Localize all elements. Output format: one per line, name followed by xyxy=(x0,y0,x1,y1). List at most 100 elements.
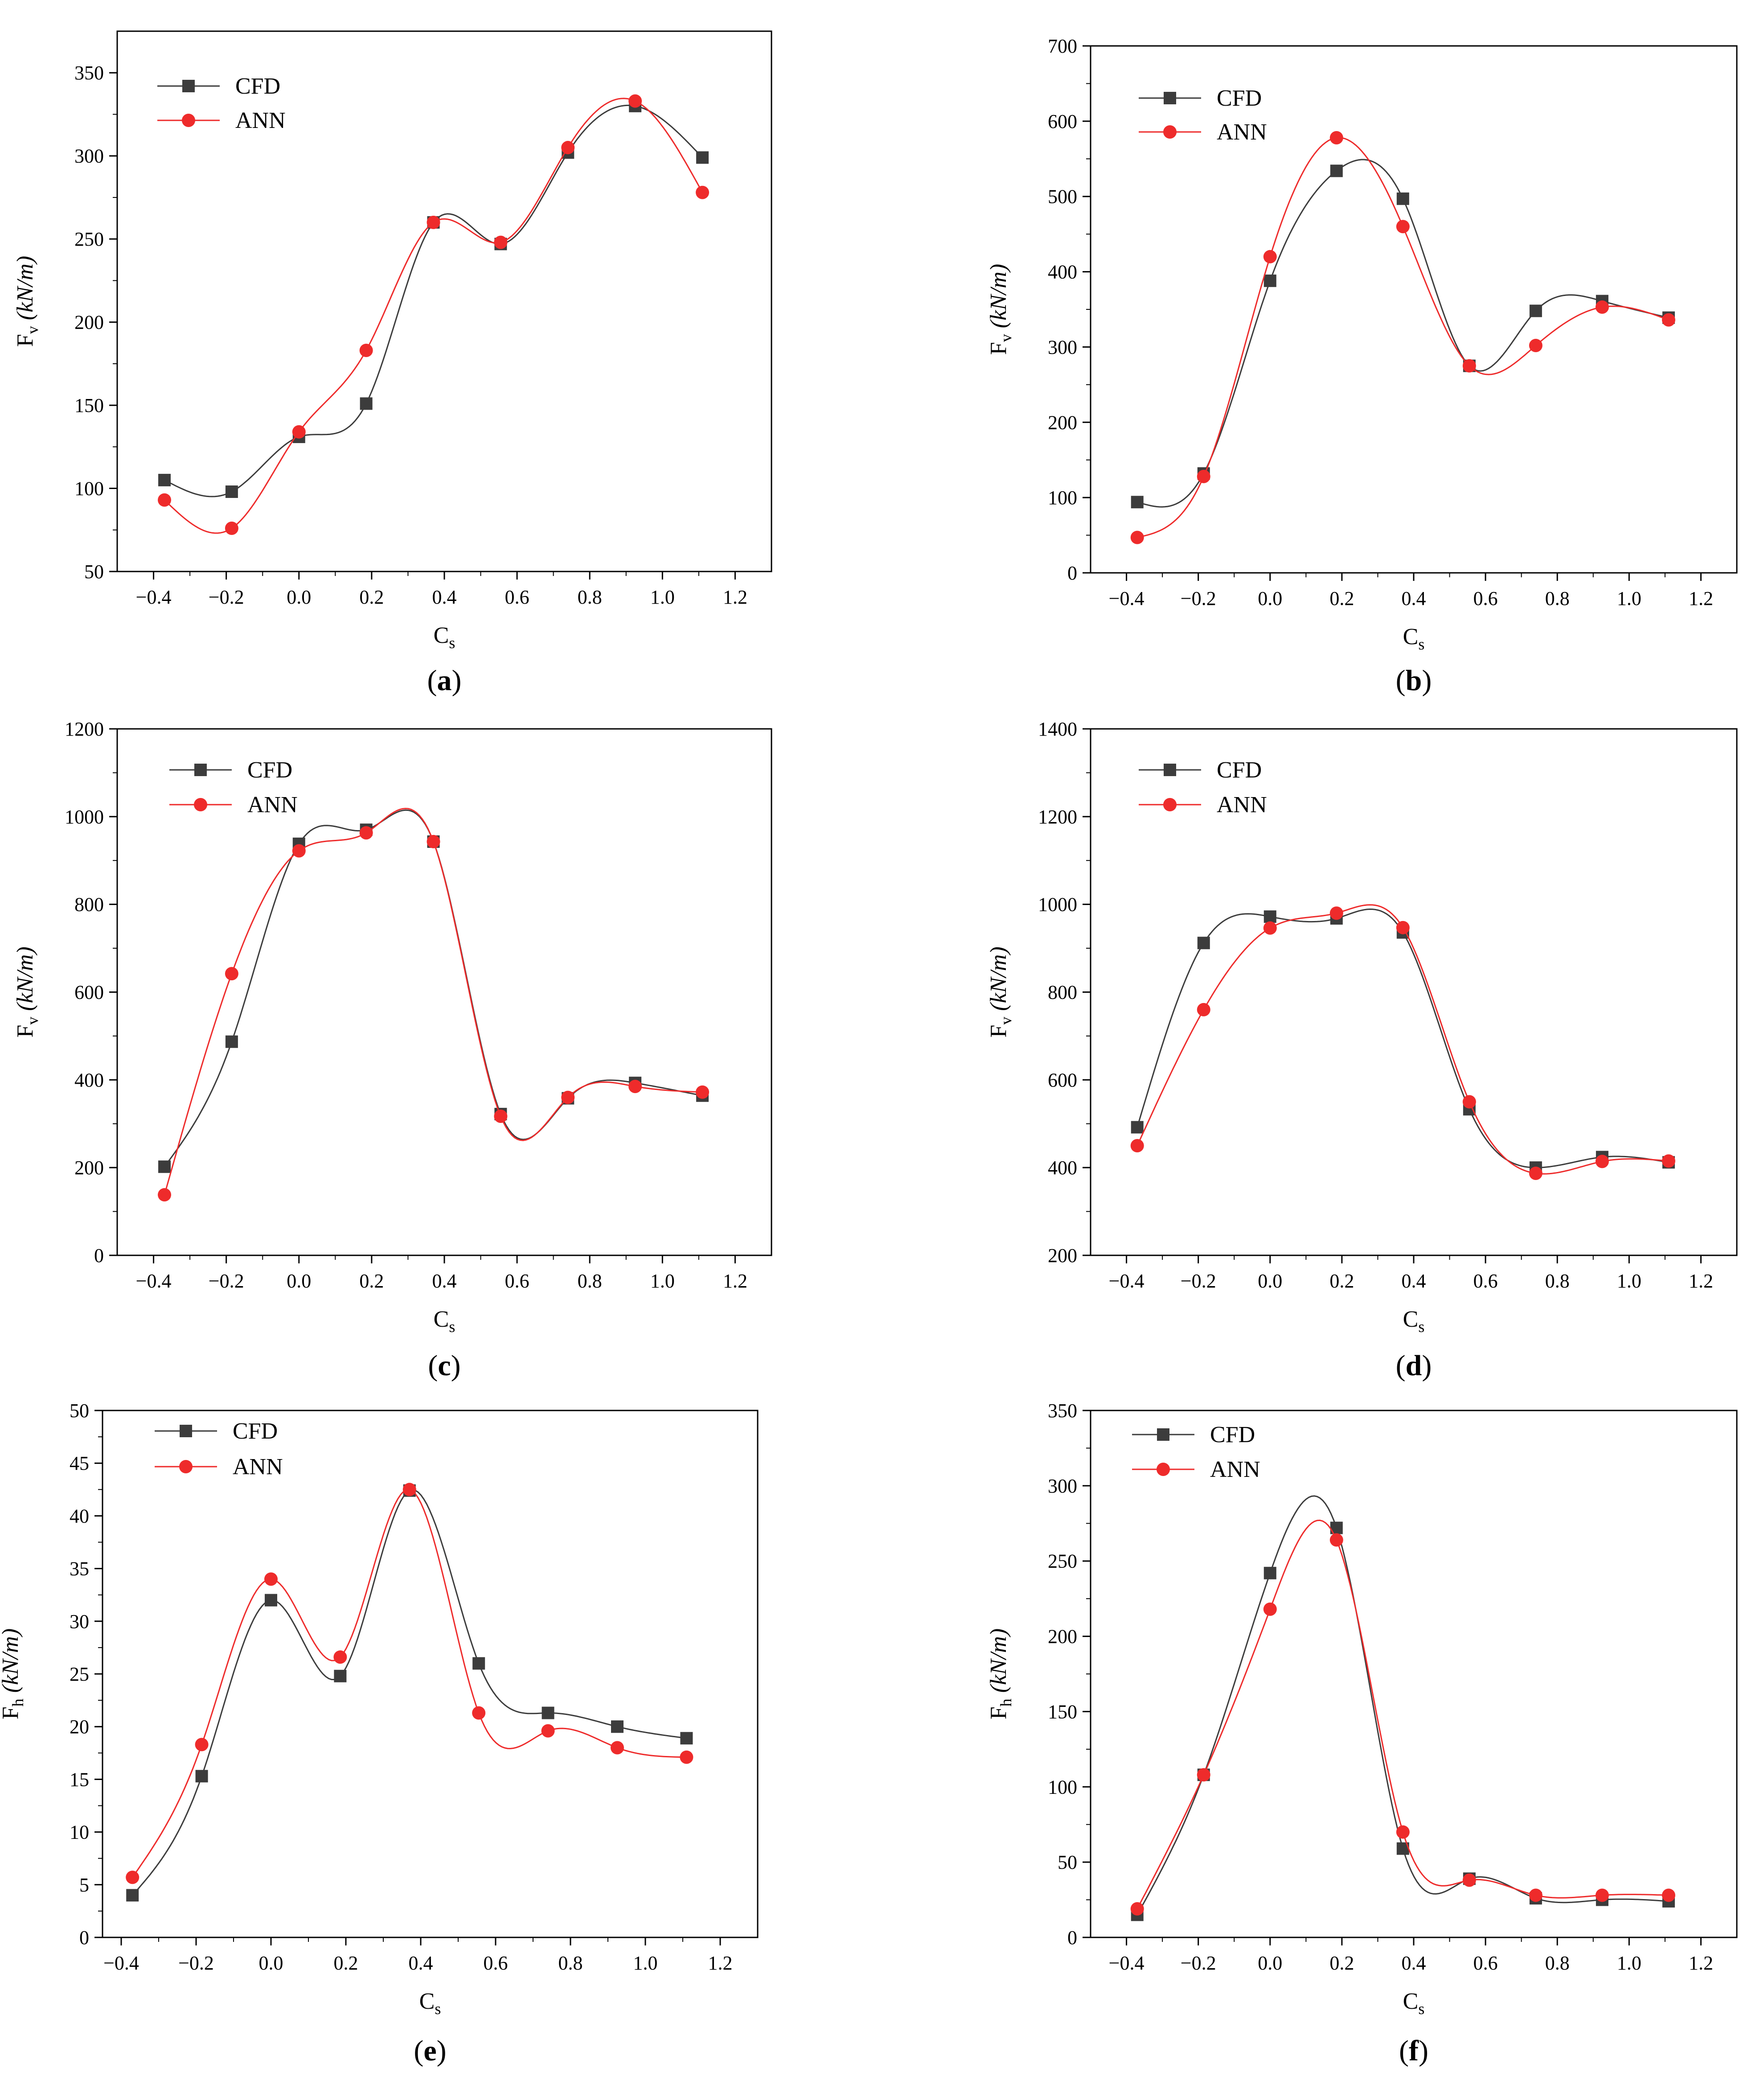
x-tick-label: 1.0 xyxy=(1617,588,1641,609)
y-tick-label: 25 xyxy=(70,1663,89,1685)
y-tick-label: 5 xyxy=(79,1874,89,1896)
y-tick-label: 350 xyxy=(74,62,104,84)
cfd-point xyxy=(472,1657,485,1670)
ann-point xyxy=(1529,1888,1542,1902)
x-tick-label: 1.2 xyxy=(1689,1270,1713,1292)
x-tick-label: 0.2 xyxy=(359,1270,384,1292)
ann-point xyxy=(1130,530,1144,544)
x-tick-label: 0.8 xyxy=(1545,1952,1570,1974)
y-tick-label: 600 xyxy=(1048,111,1077,132)
x-tick-label: 0.6 xyxy=(1473,1952,1498,1974)
ann-point xyxy=(561,141,575,155)
legend-label-cfd: CFD xyxy=(247,757,292,783)
y-tick-label: 0 xyxy=(1067,562,1077,584)
ann-point xyxy=(1529,1166,1542,1180)
cfd-point xyxy=(1529,304,1542,317)
cfd-point xyxy=(1396,192,1409,205)
ann-point xyxy=(472,1706,486,1720)
ann-point xyxy=(158,493,172,507)
y-axis-title: Fv (kN/m) xyxy=(12,946,41,1037)
ann-point xyxy=(292,844,306,858)
cfd-point xyxy=(1264,274,1276,287)
x-tick-label: 0.8 xyxy=(1545,1270,1570,1292)
y-axis-title: Fh (kN/m) xyxy=(0,1628,27,1719)
x-tick-label: 1.2 xyxy=(1689,1952,1713,1974)
y-tick-label: 400 xyxy=(1048,1157,1077,1179)
ann-point xyxy=(628,1080,642,1094)
x-tick-label: −0.2 xyxy=(209,586,244,608)
y-tick-label: 45 xyxy=(70,1452,89,1474)
y-tick-label: 300 xyxy=(1048,1475,1077,1497)
y-axis-title: Fv (kN/m) xyxy=(986,946,1015,1037)
y-tick-label: 300 xyxy=(1048,336,1077,358)
ann-point xyxy=(494,235,508,249)
x-axis-title: Cs xyxy=(419,1989,441,2018)
ann-point xyxy=(225,967,238,981)
x-tick-label: −0.2 xyxy=(209,1270,244,1292)
y-tick-label: 200 xyxy=(1048,411,1077,433)
y-tick-label: 350 xyxy=(1048,1400,1077,1422)
ann-point xyxy=(494,1110,508,1123)
y-tick-label: 800 xyxy=(1048,982,1077,1003)
y-tick-label: 200 xyxy=(74,312,104,333)
series-line-cfd xyxy=(1137,159,1669,508)
x-axis-title: Cs xyxy=(434,1307,455,1336)
x-tick-label: 0.6 xyxy=(1473,588,1498,609)
plot-frame xyxy=(1090,1410,1738,1938)
legend-label-ann: ANN xyxy=(1217,792,1267,818)
x-tick-label: 0.2 xyxy=(1329,588,1354,609)
ann-point xyxy=(427,215,440,229)
x-tick-label: −0.4 xyxy=(1109,1270,1145,1292)
x-tick-label: −0.2 xyxy=(1181,588,1216,609)
legend-label-ann: ANN xyxy=(1210,1457,1260,1482)
x-tick-label: 0.8 xyxy=(558,1952,583,1974)
cfd-point xyxy=(1131,496,1144,509)
plot-frame xyxy=(1090,728,1738,1256)
ann-point xyxy=(1661,313,1675,327)
ann-point xyxy=(1396,1825,1410,1839)
x-tick-label: 0.0 xyxy=(287,1270,311,1292)
y-tick-label: 400 xyxy=(1048,261,1077,283)
ann-point xyxy=(680,1750,693,1764)
x-tick-label: 1.0 xyxy=(1617,1952,1641,1974)
x-tick-label: 1.0 xyxy=(1617,1270,1641,1292)
ann-point xyxy=(1595,300,1609,314)
y-tick-label: 150 xyxy=(1048,1701,1077,1723)
ann-point xyxy=(1595,1155,1609,1168)
cfd-point xyxy=(1264,1567,1276,1579)
x-tick-label: 0.6 xyxy=(484,1952,508,1974)
ann-point xyxy=(225,522,238,535)
legend-marker-cfd xyxy=(182,80,195,92)
y-tick-label: 250 xyxy=(1048,1550,1077,1572)
y-tick-label: 35 xyxy=(70,1558,89,1580)
cfd-point xyxy=(611,1720,624,1733)
plot-frame xyxy=(1090,45,1738,574)
cfd-point xyxy=(158,473,171,486)
y-tick-label: 600 xyxy=(1048,1069,1077,1091)
y-axis-title: Fv (kN/m) xyxy=(986,264,1015,355)
legend-label-cfd: CFD xyxy=(235,74,280,99)
ann-point xyxy=(333,1650,347,1664)
cfd-point xyxy=(1197,937,1210,950)
x-tick-label: 0.2 xyxy=(359,586,384,608)
legend-marker-cfd xyxy=(180,1425,192,1437)
y-tick-label: 50 xyxy=(84,561,104,583)
cfd-point xyxy=(542,1706,554,1719)
x-tick-label: −0.4 xyxy=(136,586,172,608)
series-line-ann xyxy=(1136,904,1669,1175)
x-tick-label: 0.4 xyxy=(409,1952,433,1974)
ann-point xyxy=(1130,1139,1144,1152)
x-tick-label: 0.0 xyxy=(1258,1270,1282,1292)
series-line-cfd xyxy=(164,104,703,498)
y-tick-label: 100 xyxy=(1048,487,1077,509)
y-tick-label: 400 xyxy=(74,1069,104,1091)
panel-label: (f) xyxy=(1399,2035,1428,2067)
ann-point xyxy=(427,835,440,848)
x-tick-label: 0.6 xyxy=(505,1270,529,1292)
cfd-point xyxy=(225,1035,238,1048)
y-tick-label: 200 xyxy=(1048,1245,1077,1266)
panel-label: (b) xyxy=(1396,664,1432,697)
x-tick-label: 0.6 xyxy=(505,586,529,608)
ann-point xyxy=(1329,1533,1343,1547)
